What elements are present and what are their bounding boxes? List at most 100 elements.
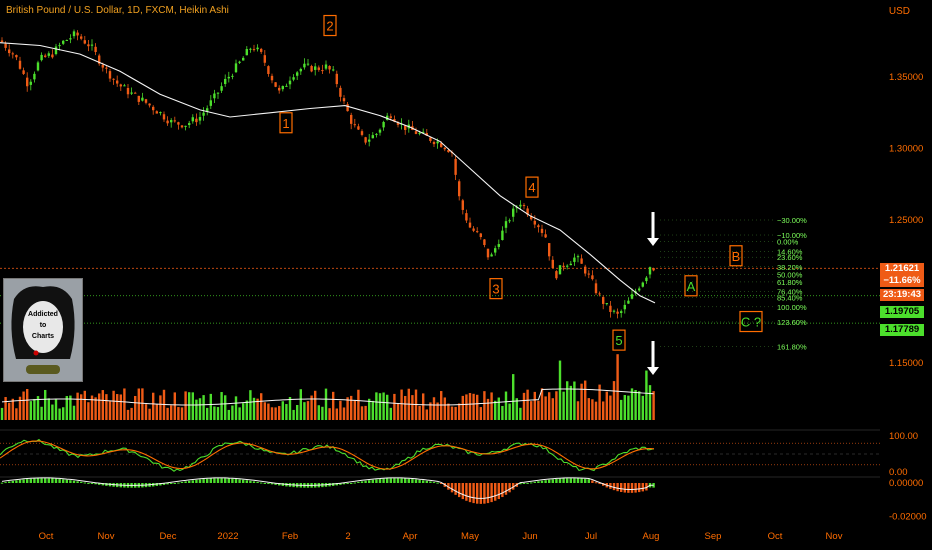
histogram-bar <box>386 478 389 483</box>
histogram-bar <box>490 483 493 503</box>
candle-body <box>591 275 594 280</box>
volume-bar <box>130 407 133 420</box>
volume-bar <box>396 403 400 420</box>
volume-bar <box>501 405 504 420</box>
volume-bar <box>47 398 50 420</box>
volume-bar <box>566 381 569 420</box>
volume-bar <box>4 397 7 420</box>
candle-body <box>166 120 169 124</box>
volume-bar <box>458 403 461 420</box>
volume-bar <box>72 405 76 420</box>
volume-bar <box>641 395 644 420</box>
volume-bar <box>195 399 198 420</box>
candle-body <box>270 75 274 81</box>
histogram-bar <box>188 480 191 483</box>
volume-bar <box>454 406 457 420</box>
volume-bar <box>116 394 119 420</box>
volume-bar <box>108 401 112 420</box>
candle-body <box>512 208 515 217</box>
candle-body <box>486 248 490 258</box>
histogram-signal-line <box>1 477 654 499</box>
volume-bar <box>206 407 209 420</box>
candle-body <box>436 141 439 144</box>
candle-body <box>566 265 569 267</box>
candle-body <box>584 266 587 274</box>
candle-body <box>306 63 310 65</box>
candle-body <box>569 263 572 266</box>
candle-body <box>432 141 436 145</box>
candle-body <box>447 150 450 153</box>
volume-bar <box>569 385 572 420</box>
volume-bar <box>627 395 630 420</box>
volume-bar <box>652 391 655 420</box>
volume-bar <box>364 405 367 420</box>
histogram-bar <box>29 478 32 483</box>
wave-label-C ?: C ? <box>741 315 761 330</box>
wave-label-box <box>729 245 743 267</box>
volume-bar <box>508 403 511 420</box>
candle-body <box>4 43 7 48</box>
volume-bar <box>609 395 612 420</box>
histogram-bar <box>350 483 353 484</box>
histogram-bar <box>33 478 36 483</box>
histogram-bar <box>645 483 648 491</box>
candle-body <box>119 84 122 87</box>
candle-body <box>490 254 493 257</box>
currency-label: USD <box>888 6 910 17</box>
volume-bar <box>303 402 306 420</box>
candle-body <box>360 131 364 135</box>
volume-bar <box>324 388 328 420</box>
time-axis-tick: Feb <box>282 531 298 542</box>
wave-label-5: 5 <box>615 333 622 348</box>
candle-body <box>188 123 191 126</box>
volume-bar <box>213 406 216 420</box>
candle-body <box>26 77 29 87</box>
volume-bar <box>180 407 184 420</box>
fib-label: 161.80% <box>777 343 807 352</box>
histogram-bar <box>587 479 590 483</box>
candle-body <box>98 55 101 64</box>
histogram-bar <box>634 483 637 493</box>
moving-average-line <box>0 42 656 304</box>
candle-body <box>605 303 608 305</box>
candle-body <box>303 63 306 68</box>
volume-bar <box>411 395 414 420</box>
histogram-bar <box>458 483 461 498</box>
volume-bar <box>306 401 310 420</box>
candle-body <box>454 158 457 175</box>
histogram-bar <box>180 481 184 483</box>
volume-bar <box>634 390 637 420</box>
candle-body <box>80 36 83 39</box>
candle-body <box>335 73 338 85</box>
histogram-bar <box>508 483 511 493</box>
price-axis-tick: 1.15000 <box>889 358 923 369</box>
candle-body <box>177 122 180 125</box>
candle-body <box>346 104 349 112</box>
candle-body <box>252 49 256 51</box>
histogram-bar <box>630 483 634 493</box>
oscillator-tick-0: 0.00 <box>889 467 908 478</box>
candle-body <box>65 40 68 42</box>
volume-average-line <box>1 388 654 406</box>
volume-bar <box>249 390 252 420</box>
volume-bar <box>400 389 403 420</box>
histogram-bar <box>562 478 565 483</box>
histogram-bar <box>227 478 230 483</box>
volume-bar <box>584 380 587 420</box>
volume-bar <box>591 399 594 420</box>
histogram-bar <box>422 480 425 483</box>
volume-bar <box>58 408 61 420</box>
histogram-bar <box>476 483 479 504</box>
volume-bar <box>184 391 187 420</box>
histogram-bar <box>263 483 266 484</box>
volume-bar <box>112 390 115 420</box>
histogram-bar <box>234 479 238 483</box>
histogram-bar <box>494 483 497 501</box>
volume-bar <box>497 397 500 420</box>
volume-bar <box>598 384 601 420</box>
histogram-bar <box>544 480 547 483</box>
volume-bar <box>558 360 562 420</box>
volume-bar <box>8 402 11 420</box>
volume-bar <box>123 388 126 420</box>
